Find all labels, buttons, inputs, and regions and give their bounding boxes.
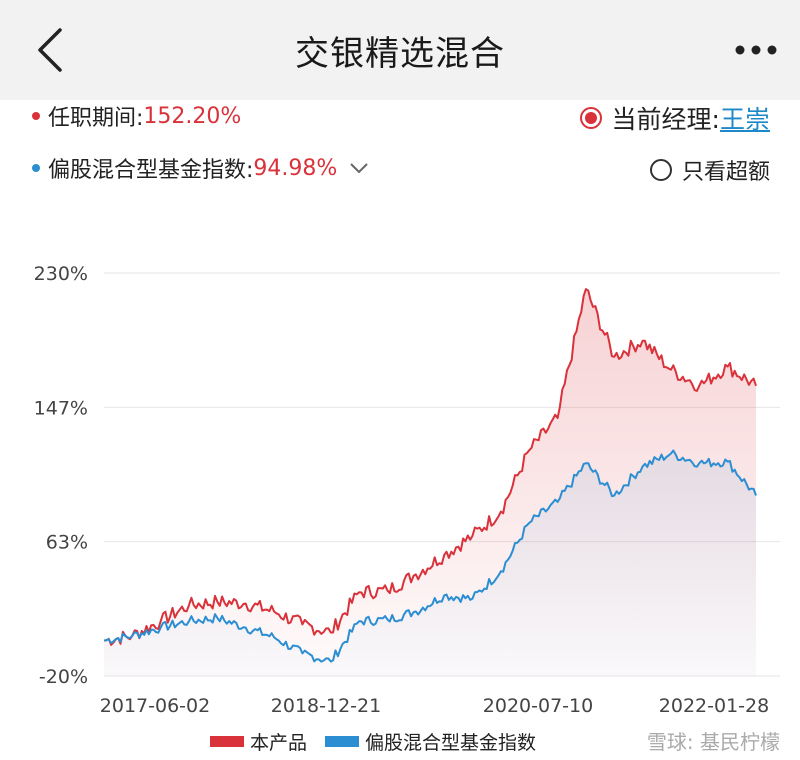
x-axis-ticks: 2017-06-02 2018-12-21 2020-07-10 2022-01-28 xyxy=(100,695,769,717)
y-tick-label: 230% xyxy=(34,263,88,285)
manager-radio[interactable] xyxy=(579,107,602,129)
legend-label-product: 本产品 xyxy=(250,732,308,754)
chevron-down-icon[interactable] xyxy=(349,162,369,174)
chart-areas xyxy=(104,289,756,676)
x-tick-label: 2018-12-21 xyxy=(271,695,381,717)
watermark: 雪球: 基民柠檬 xyxy=(646,730,780,754)
legend-swatch-product xyxy=(210,736,244,747)
more-dots-icon[interactable] xyxy=(732,36,780,64)
chart-legend: 本产品 偏股混合型基金指数 xyxy=(210,728,554,755)
y-tick-label: -20% xyxy=(39,666,88,688)
x-tick-label: 2020-07-10 xyxy=(483,695,593,717)
current-manager: 当前经理: 王崇 xyxy=(579,100,770,136)
x-tick-label: 2022-01-28 xyxy=(659,695,769,717)
page-title: 交银精选混合 xyxy=(295,34,505,74)
excess-radio[interactable] xyxy=(649,159,672,181)
legend-swatch-index xyxy=(325,736,360,747)
excess-label: 只看超额 xyxy=(681,160,770,185)
tenure-return-stat: 任职期间: 152.20% xyxy=(32,100,241,132)
series-line-1 xyxy=(103,449,757,663)
series-line-0 xyxy=(103,288,757,646)
product-dot xyxy=(32,112,40,120)
legend-item-index: 偏股混合型基金指数 xyxy=(325,728,536,755)
y-tick-label: 63% xyxy=(46,532,88,554)
index-label: 偏股混合型基金指数: xyxy=(48,158,254,183)
manager-name-link[interactable]: 王崇 xyxy=(719,105,770,134)
top-bar: 交银精选混合 xyxy=(0,0,800,100)
tenure-label: 任职期间: xyxy=(48,106,144,131)
y-axis-ticks: 230% 147% 63% -20% xyxy=(34,263,88,688)
series-area-1 xyxy=(104,450,756,676)
tenure-value: 152.20% xyxy=(143,103,242,129)
legend-label-index: 偏股混合型基金指数 xyxy=(365,732,537,754)
chevron-left-icon[interactable] xyxy=(30,26,70,74)
excess-only-toggle[interactable]: 只看超额 xyxy=(649,154,770,186)
y-tick-label: 147% xyxy=(34,397,88,419)
performance-chart: 230% 147% 63% -20% 2017-06-02 2018-12-21 2020… xyxy=(34,263,780,717)
manager-label: 当前经理: xyxy=(611,105,720,134)
legend-item-product: 本产品 xyxy=(210,728,307,755)
index-return-stat: 偏股混合型基金指数: 94.98% xyxy=(32,152,369,184)
x-tick-label: 2017-06-02 xyxy=(100,695,210,717)
index-dot xyxy=(32,164,40,172)
chart-lines xyxy=(103,288,757,663)
index-value: 94.98% xyxy=(253,155,338,181)
